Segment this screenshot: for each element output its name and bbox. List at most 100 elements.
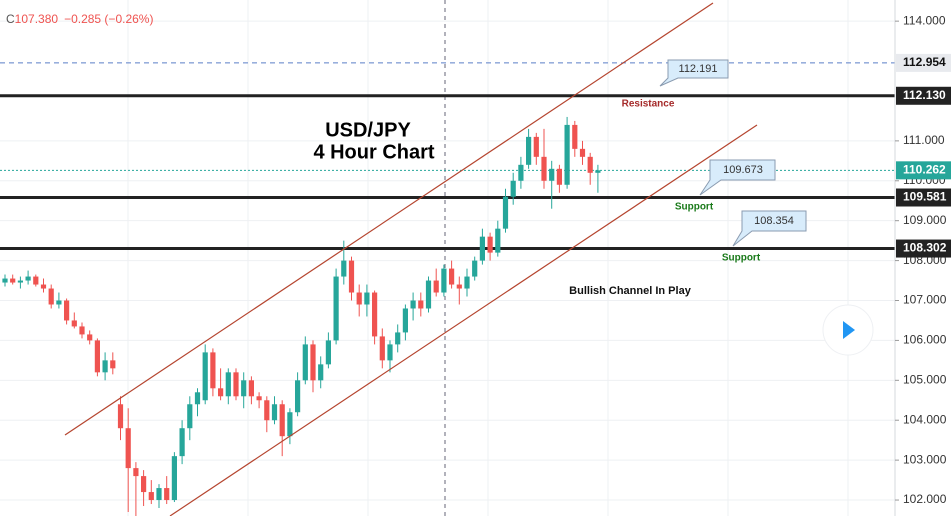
- candle-body: [271, 404, 278, 421]
- candle-body: [464, 276, 470, 289]
- candle-body: [202, 352, 208, 401]
- candle-body: [248, 380, 254, 397]
- candle-body: [472, 260, 478, 277]
- candle-body: [17, 280, 23, 283]
- candle-body: [564, 124, 570, 185]
- candle-body: [210, 352, 216, 389]
- candle-body: [418, 300, 424, 309]
- callout-label: 108.354: [754, 215, 794, 227]
- legend-prefix: C: [6, 12, 15, 26]
- candle-body: [87, 334, 93, 341]
- candle-body: [433, 280, 439, 293]
- annotation: Bullish Channel In Play: [569, 285, 692, 297]
- candle-body: [341, 260, 347, 277]
- candle-body: [318, 364, 324, 381]
- candle-body: [171, 456, 177, 501]
- callout: 112.191 Resistance: [622, 59, 729, 110]
- candle-body: [79, 326, 85, 335]
- candle-body: [40, 284, 47, 289]
- candle-body: [194, 392, 201, 405]
- candle-body: [441, 268, 447, 293]
- level-tag: [896, 53, 951, 72]
- candle-body: [533, 136, 539, 157]
- candle-body: [48, 288, 54, 305]
- level-tag: [896, 239, 951, 258]
- candle-body: [10, 278, 16, 283]
- candle-body: [110, 360, 116, 369]
- candle-body: [541, 156, 547, 181]
- candle-body: [579, 148, 586, 157]
- candle-body: [379, 336, 385, 361]
- y-tick-label: 114.000: [903, 13, 946, 27]
- candle-body: [402, 308, 408, 333]
- callout-box: [659, 59, 729, 87]
- y-tick-label: 107.000: [903, 293, 947, 307]
- candle-body: [148, 492, 154, 501]
- candle-body: [2, 278, 8, 283]
- grid-layer: [0, 20, 895, 501]
- candle-body: [479, 236, 485, 261]
- callout-box: [699, 159, 776, 196]
- candle-body: [141, 476, 147, 493]
- y-tick-label: 106.000: [903, 333, 947, 347]
- candle-body: [510, 180, 516, 197]
- candle-body: [425, 280, 432, 309]
- y-tick-label: 111.000: [903, 133, 945, 147]
- play-icon[interactable]: [843, 321, 855, 339]
- level-tag: [896, 188, 951, 207]
- y-tick-label: 103.000: [903, 452, 947, 466]
- candle-body: [225, 372, 231, 397]
- candle-body: [33, 276, 39, 285]
- y-tick-label: 102.000: [903, 492, 947, 506]
- candle-body: [279, 404, 285, 437]
- callout-note: Support: [722, 253, 761, 264]
- candle-body: [526, 136, 532, 165]
- level-label: 112.954: [903, 55, 946, 69]
- callout-note: Resistance: [622, 99, 675, 110]
- candle-body: [125, 428, 131, 469]
- candle-body: [302, 344, 308, 381]
- callout: 108.354 Support: [722, 210, 807, 264]
- candle-body: [333, 276, 339, 341]
- level-label: 110.262: [903, 162, 946, 176]
- candle-body: [56, 300, 62, 305]
- candle-body: [117, 404, 124, 429]
- legend-change: −0.285 (−0.26%): [64, 12, 153, 26]
- candles-layer: [2, 116, 601, 516]
- candle-body: [71, 320, 77, 327]
- candle-body: [456, 284, 462, 289]
- candle-body: [502, 196, 509, 229]
- callout-label: 109.673: [723, 164, 763, 176]
- legend-close: 107.380: [15, 12, 59, 26]
- candle-body: [295, 380, 301, 413]
- candle-body: [518, 164, 524, 181]
- candle-body: [487, 236, 493, 253]
- candle-body: [187, 404, 193, 429]
- candle-body: [287, 412, 293, 437]
- channel-upper: [64, 2, 714, 436]
- candle-body: [310, 344, 316, 381]
- legend: C107.380 −0.285 (−0.26%): [6, 12, 153, 26]
- callout-note: Support: [675, 202, 714, 213]
- candle-body: [387, 344, 393, 361]
- candle-body: [233, 372, 239, 397]
- candle-body: [156, 488, 162, 501]
- candle-body: [25, 276, 31, 281]
- level-label: 109.581: [903, 190, 947, 204]
- candle-body: [264, 400, 270, 421]
- candle-body: [102, 360, 108, 373]
- candle-body: [325, 340, 331, 365]
- candle-body: [356, 292, 362, 305]
- y-tick-label: 109.000: [903, 213, 947, 227]
- candle-body: [572, 124, 578, 149]
- callout-label: 112.191: [679, 63, 718, 75]
- candle-body: [395, 332, 401, 345]
- y-tick-label: 104.000: [903, 412, 947, 426]
- play-button[interactable]: [822, 304, 874, 356]
- candle-body: [348, 260, 355, 293]
- candle-body: [410, 300, 416, 309]
- y-tick-label: 105.000: [903, 372, 947, 386]
- chart-title: USD/JPY: [325, 119, 411, 141]
- candle-body: [495, 228, 501, 253]
